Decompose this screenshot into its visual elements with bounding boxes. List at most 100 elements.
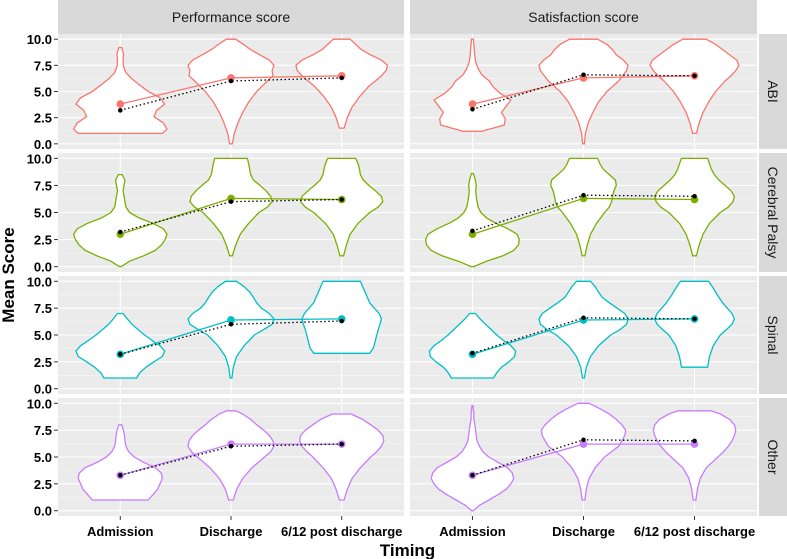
- reference-point: [692, 193, 697, 199]
- mean-point: [468, 100, 477, 108]
- y-tick-label: 0.0: [34, 137, 52, 152]
- row-strip: [759, 398, 787, 516]
- y-tick-label: 2.5: [34, 477, 52, 492]
- column-strip: [410, 0, 757, 34]
- x-tick-label: Discharge: [200, 524, 263, 539]
- violin: [428, 312, 517, 379]
- reference-point: [117, 108, 123, 113]
- row-strip: [759, 153, 787, 272]
- violin: [550, 157, 617, 257]
- mean-point: [690, 195, 699, 204]
- row-strip-label: Other: [765, 439, 781, 474]
- column-strip: [58, 0, 404, 34]
- violin: [540, 402, 627, 501]
- mean-point: [227, 316, 235, 324]
- y-tick-label: 7.5: [34, 178, 52, 193]
- violin: [299, 157, 384, 257]
- x-axis-title: Timing: [380, 541, 435, 559]
- y-tick-label: 0.0: [34, 504, 52, 519]
- violin: [538, 280, 629, 379]
- row-strip: [759, 276, 787, 394]
- mean-point: [690, 440, 699, 448]
- reference-line: [120, 77, 342, 111]
- column-strip-label: Performance score: [172, 9, 290, 25]
- reference-point: [470, 106, 475, 112]
- row-strip: [759, 34, 787, 149]
- reference-point: [117, 229, 123, 235]
- mean-point: [579, 194, 588, 203]
- mean-point: [579, 440, 588, 448]
- mean-point: [227, 194, 235, 203]
- y-tick-label: 5.0: [34, 206, 52, 221]
- x-tick-label: Admission: [439, 524, 506, 539]
- violin: [187, 410, 275, 501]
- violin: [433, 38, 512, 132]
- y-tick-label: 2.5: [34, 111, 52, 126]
- reference-point: [117, 352, 123, 357]
- violin: [649, 38, 740, 135]
- x-tick-label: 6/12 post discharge: [634, 524, 755, 539]
- reference-point: [228, 78, 234, 84]
- reference-point: [470, 350, 475, 356]
- violin: [424, 172, 520, 268]
- reference-point: [692, 438, 697, 444]
- reference-point: [470, 228, 475, 234]
- reference-point: [117, 472, 123, 478]
- y-tick-label: 7.5: [34, 58, 52, 73]
- x-tick-label: 6/12 post discharge: [281, 524, 402, 539]
- reference-point: [581, 315, 586, 321]
- violin: [72, 173, 168, 268]
- violin: [187, 280, 275, 379]
- y-tick-label: 5.0: [34, 450, 52, 465]
- reference-point: [228, 443, 234, 449]
- y-tick-label: 10.0: [27, 151, 52, 166]
- violin: [72, 46, 168, 135]
- reference-point: [339, 197, 345, 202]
- x-tick-label: Admission: [87, 524, 154, 539]
- mean-point: [116, 100, 125, 108]
- column-strip-label: Satisfaction score: [528, 9, 639, 25]
- reference-point: [339, 441, 345, 447]
- y-axis-title: Mean Score: [0, 227, 18, 322]
- violin: [652, 410, 737, 501]
- mean-point: [468, 230, 477, 238]
- row-strip-label: Spinal: [765, 316, 781, 355]
- violin: [187, 38, 275, 145]
- y-tick-label: 7.5: [34, 423, 52, 438]
- y-tick-label: 0.0: [34, 382, 52, 397]
- reference-point: [581, 437, 586, 443]
- reference-point: [228, 321, 234, 327]
- reference-point: [581, 192, 586, 198]
- violin: [299, 413, 385, 501]
- reference-point: [470, 472, 475, 478]
- reference-line: [120, 443, 342, 476]
- y-tick-label: 2.5: [34, 355, 52, 370]
- y-tick-label: 5.0: [34, 85, 52, 100]
- violin: [189, 157, 273, 257]
- y-tick-label: 10.0: [27, 396, 52, 411]
- y-tick-label: 5.0: [34, 328, 52, 343]
- reference-point: [581, 72, 586, 78]
- reference-point: [692, 316, 697, 322]
- violin: [77, 424, 163, 501]
- y-tick-label: 10.0: [27, 274, 52, 289]
- reference-line: [120, 320, 342, 355]
- x-tick-label: Discharge: [552, 524, 615, 539]
- violin: [654, 280, 736, 368]
- row-strip-label: ABI: [765, 80, 781, 103]
- reference-point: [339, 318, 345, 324]
- violin: [430, 404, 515, 512]
- reference-point: [692, 73, 697, 79]
- violin: [654, 157, 736, 257]
- violin: [538, 38, 629, 145]
- reference-point: [228, 199, 234, 204]
- y-tick-label: 10.0: [27, 32, 52, 47]
- y-tick-label: 0.0: [34, 260, 52, 275]
- reference-point: [339, 75, 345, 81]
- reference-line: [120, 198, 342, 233]
- y-tick-label: 7.5: [34, 301, 52, 316]
- violin: [75, 312, 166, 379]
- violin: [295, 38, 389, 129]
- y-tick-label: 2.5: [34, 233, 52, 248]
